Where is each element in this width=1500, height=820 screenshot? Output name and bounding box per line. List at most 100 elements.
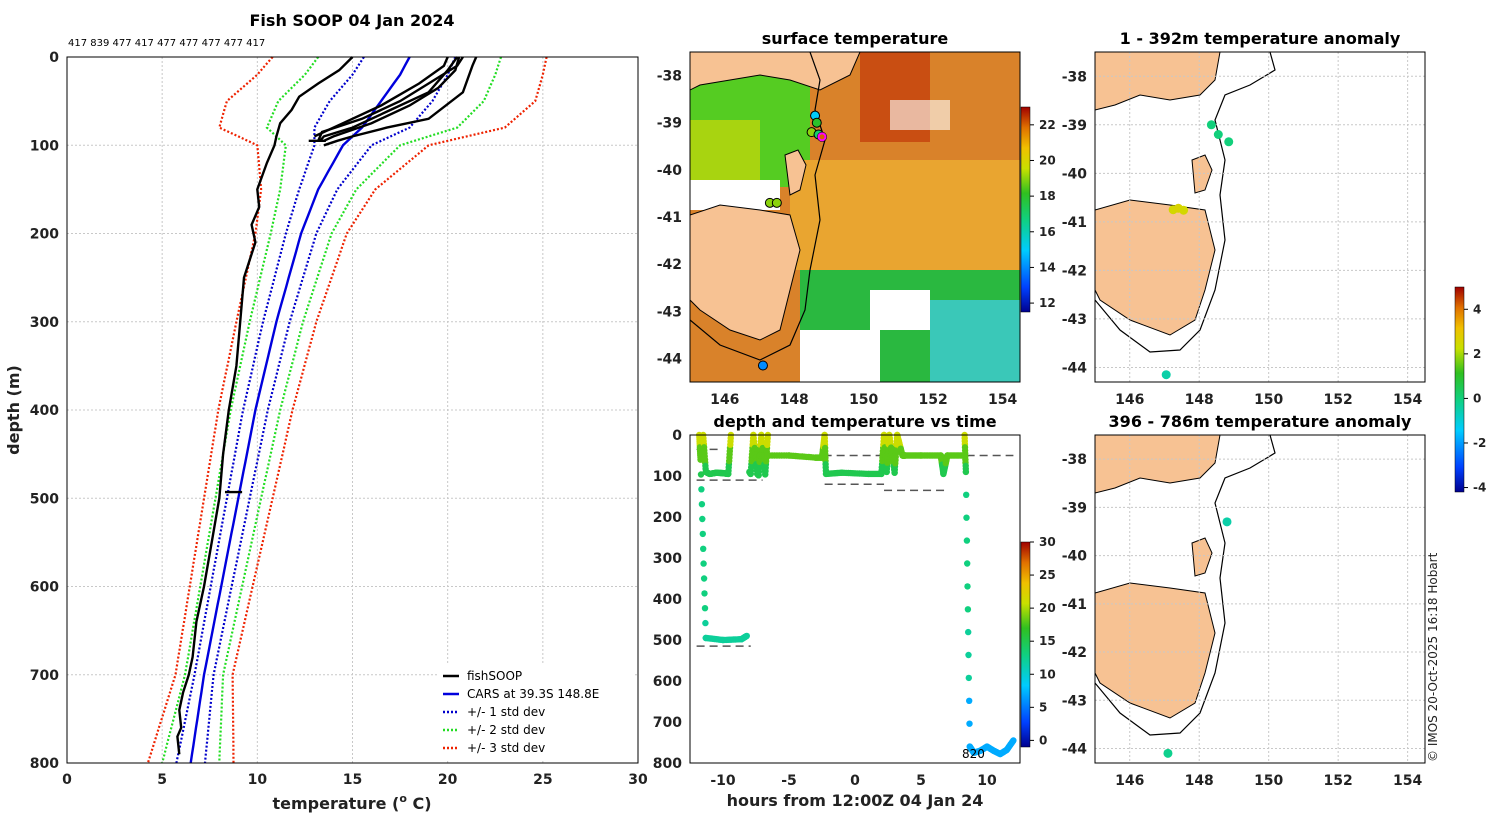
depthtime-sample-0-2-9 — [701, 590, 708, 597]
anomaly-deep-ytick--41: -41 — [1062, 597, 1087, 613]
profile-ytick-600: 600 — [30, 580, 59, 596]
legend-label-4: +/- 3 std dev — [467, 741, 545, 755]
depthtime-colorbar-ticks: 0 5 10 15 20 25 30 — [1030, 535, 1056, 747]
surface-ytick--42: -42 — [657, 257, 682, 273]
surface-temp-map: surface temperature — [657, 29, 1056, 408]
anomaly-deep-ytick--40: -40 — [1062, 549, 1088, 565]
profile-xtick-15: 15 — [343, 772, 362, 788]
anomaly-shallow-xtick-148: 148 — [1185, 392, 1214, 408]
anomaly-cb-label--2: -2 — [1473, 436, 1486, 450]
anomaly-deep-ticks: 146 148 150 152 154 -38 -39 -40 -41 -42 -43 -44 — [1062, 452, 1423, 789]
surface-station-7 — [757, 360, 768, 371]
sst-south-teal — [930, 300, 1020, 382]
depthtime-sample-0-2-4 — [699, 515, 706, 523]
contour-e — [1095, 435, 1276, 736]
anomaly-deep-point-1 — [1163, 748, 1173, 758]
land-flinders-island — [784, 149, 807, 196]
depthtime-sample-4-2-6 — [964, 606, 972, 613]
anomaly-colorbar-ticks: -4 -2 0 2 4 — [1464, 302, 1486, 495]
anomaly-deep-ytick--38: -38 — [1062, 452, 1087, 468]
fishsoop-profile-5 — [176, 56, 354, 755]
depthtime-cb-label-30: 30 — [1039, 535, 1056, 549]
anomaly-cb-label-0: 0 — [1473, 391, 1481, 405]
depthtime-cb-label-5: 5 — [1039, 700, 1047, 714]
depthtime-sample-4-2-8 — [965, 651, 972, 659]
depthtime-xtick--10: -10 — [710, 773, 736, 789]
depthtime-sample-4-2-0 — [962, 468, 970, 476]
profile-ylabel: depth (m) — [4, 365, 23, 455]
anomaly-shallow-xtick-154: 154 — [1393, 392, 1422, 408]
surface-ytick--43: -43 — [657, 304, 682, 320]
anomaly-shallow-xtick-146: 146 — [1115, 392, 1144, 408]
land-flinders-e — [1191, 537, 1213, 577]
depthtime-sample-0-2-8 — [700, 575, 708, 582]
cars-minus-1std-line — [175, 56, 365, 764]
surface-cb-label-18: 18 — [1039, 189, 1056, 203]
profile-xlabel-text: temperature ( — [272, 794, 399, 813]
profile-ytick-200: 200 — [30, 227, 59, 243]
profile-title: Fish SOOP 04 Jan 2024 — [250, 11, 455, 30]
anomaly-shallow-ytick--42: -42 — [1062, 263, 1087, 279]
surface-cb-label-12: 12 — [1039, 296, 1056, 310]
surface-xtick-148: 148 — [780, 392, 809, 408]
depthtime-sample-4-2-11 — [966, 720, 973, 727]
land-tasmania-d — [1095, 199, 1216, 336]
depthtime-cb-label-15: 15 — [1039, 634, 1056, 648]
contour-d — [1095, 52, 1276, 353]
land-victoria — [690, 52, 861, 91]
profile-axes-frame — [66, 56, 639, 764]
surface-colorbar — [1020, 106, 1031, 313]
profile-xtick-0: 0 — [62, 772, 72, 788]
depthtime-sample-4-2-9 — [965, 674, 972, 682]
anomaly-cb-label-2: 2 — [1473, 347, 1481, 361]
anomaly-deep-xtick-146: 146 — [1115, 773, 1144, 789]
anomaly-cb-label--4: -4 — [1473, 481, 1486, 495]
depthtime-sample-0-2-7 — [700, 560, 707, 567]
anomaly-shallow-frame — [1094, 51, 1426, 383]
fishsoop-profile-1 — [319, 56, 459, 142]
surface-ytick--40: -40 — [657, 163, 683, 179]
depthtime-cb-label-10: 10 — [1039, 667, 1056, 681]
anomaly-deep-xtick-154: 154 — [1393, 773, 1422, 789]
surface-axes-frame — [689, 51, 1021, 383]
anomaly-deep-ytick--43: -43 — [1062, 693, 1087, 709]
depthtime-sample-4-2-1 — [963, 491, 970, 498]
anomaly-shallow-title: 1 - 392m temperature anomaly — [1120, 29, 1401, 48]
depthtime-sample-0-2-3 — [698, 501, 706, 508]
surface-ytick--39: -39 — [657, 116, 682, 132]
depthtime-ytick-600: 600 — [653, 674, 682, 690]
cars-mean-line — [189, 56, 411, 764]
anomaly-shallow-ytick--44: -44 — [1062, 360, 1088, 376]
anomaly-shallow-ytick--40: -40 — [1062, 166, 1088, 182]
depthtime-xtick--5: -5 — [781, 773, 797, 789]
depthtime-sample-0-2-11 — [702, 619, 709, 627]
profile-ytick-100: 100 — [30, 138, 59, 154]
anomaly-shallow-point-5 — [1179, 205, 1189, 215]
surface-xtick-150: 150 — [849, 392, 878, 408]
depthtime-sample-0-2-1 — [697, 471, 705, 478]
profile-xlabel-sup: o — [399, 792, 407, 805]
profile-xlabel-end: C) — [407, 794, 432, 813]
surface-cb-label-14: 14 — [1039, 260, 1056, 274]
anomaly-deep-frame — [1094, 434, 1426, 764]
anomaly-shallow-ytick--38: -38 — [1062, 69, 1087, 85]
anomaly-shallow-map: 1 - 392m temperature anomaly 146 148 150 15… — [1062, 29, 1487, 495]
land-victoria-e — [1095, 435, 1221, 494]
cloud-south — [800, 330, 880, 382]
depthtime-xtick-0: 0 — [850, 773, 860, 789]
cars-plus-2std-line — [218, 56, 503, 764]
depthtime-sample-0-2-2 — [698, 486, 705, 493]
depthtime-xtick-10: 10 — [977, 773, 997, 789]
anomaly-deep-map: 396 - 786m temperature anomaly 146 148 150… — [1062, 412, 1426, 789]
depthtime-sample-0-2-6 — [700, 545, 707, 552]
copyright-label: © IMOS 20-Oct-2025 16:18 Hobart — [1426, 552, 1440, 762]
anomaly-deep-point-0 — [1222, 517, 1232, 527]
anomaly-deep-xtick-148: 148 — [1185, 773, 1214, 789]
depthtime-sample-4-2-10 — [966, 697, 973, 704]
surface-ytick--41: -41 — [657, 210, 682, 226]
depthtime-cb-label-25: 25 — [1039, 568, 1056, 582]
surface-xtick-146: 146 — [710, 392, 739, 408]
anomaly-shallow-ytick--41: -41 — [1062, 215, 1087, 231]
depthtime-title: depth and temperature vs time — [713, 412, 996, 431]
